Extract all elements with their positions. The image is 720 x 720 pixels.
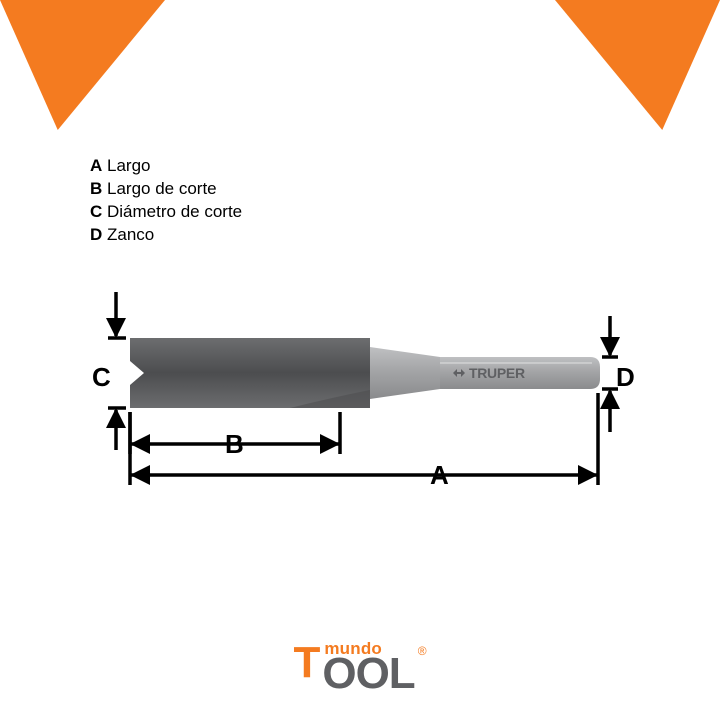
arrow-head-icon <box>106 318 126 338</box>
dim-label-b: B <box>225 429 244 460</box>
dim-label-d: D <box>616 362 635 393</box>
dim-label-c: C <box>92 362 111 393</box>
arrow-head-icon <box>578 465 598 485</box>
bit-neck <box>370 347 440 399</box>
dim-label-a: A <box>430 460 449 491</box>
arrow-head-icon <box>130 434 150 454</box>
arrow-head-icon <box>320 434 340 454</box>
mundo-tool-logo: T mundo OOL ® <box>0 642 720 692</box>
router-bit-diagram <box>0 0 720 720</box>
arrow-head-icon <box>106 408 126 428</box>
logo-text-ool: OOL <box>322 656 414 692</box>
arrow-head-icon <box>600 337 620 357</box>
truper-brand-label: TRUPER <box>452 365 525 381</box>
logo-registered-icon: ® <box>418 644 427 658</box>
cutter-body <box>130 338 370 408</box>
logo-hammer-t: T <box>293 646 320 679</box>
arrow-head-icon <box>130 465 150 485</box>
truper-logo-icon <box>452 367 466 379</box>
truper-brand-text: TRUPER <box>469 365 525 381</box>
